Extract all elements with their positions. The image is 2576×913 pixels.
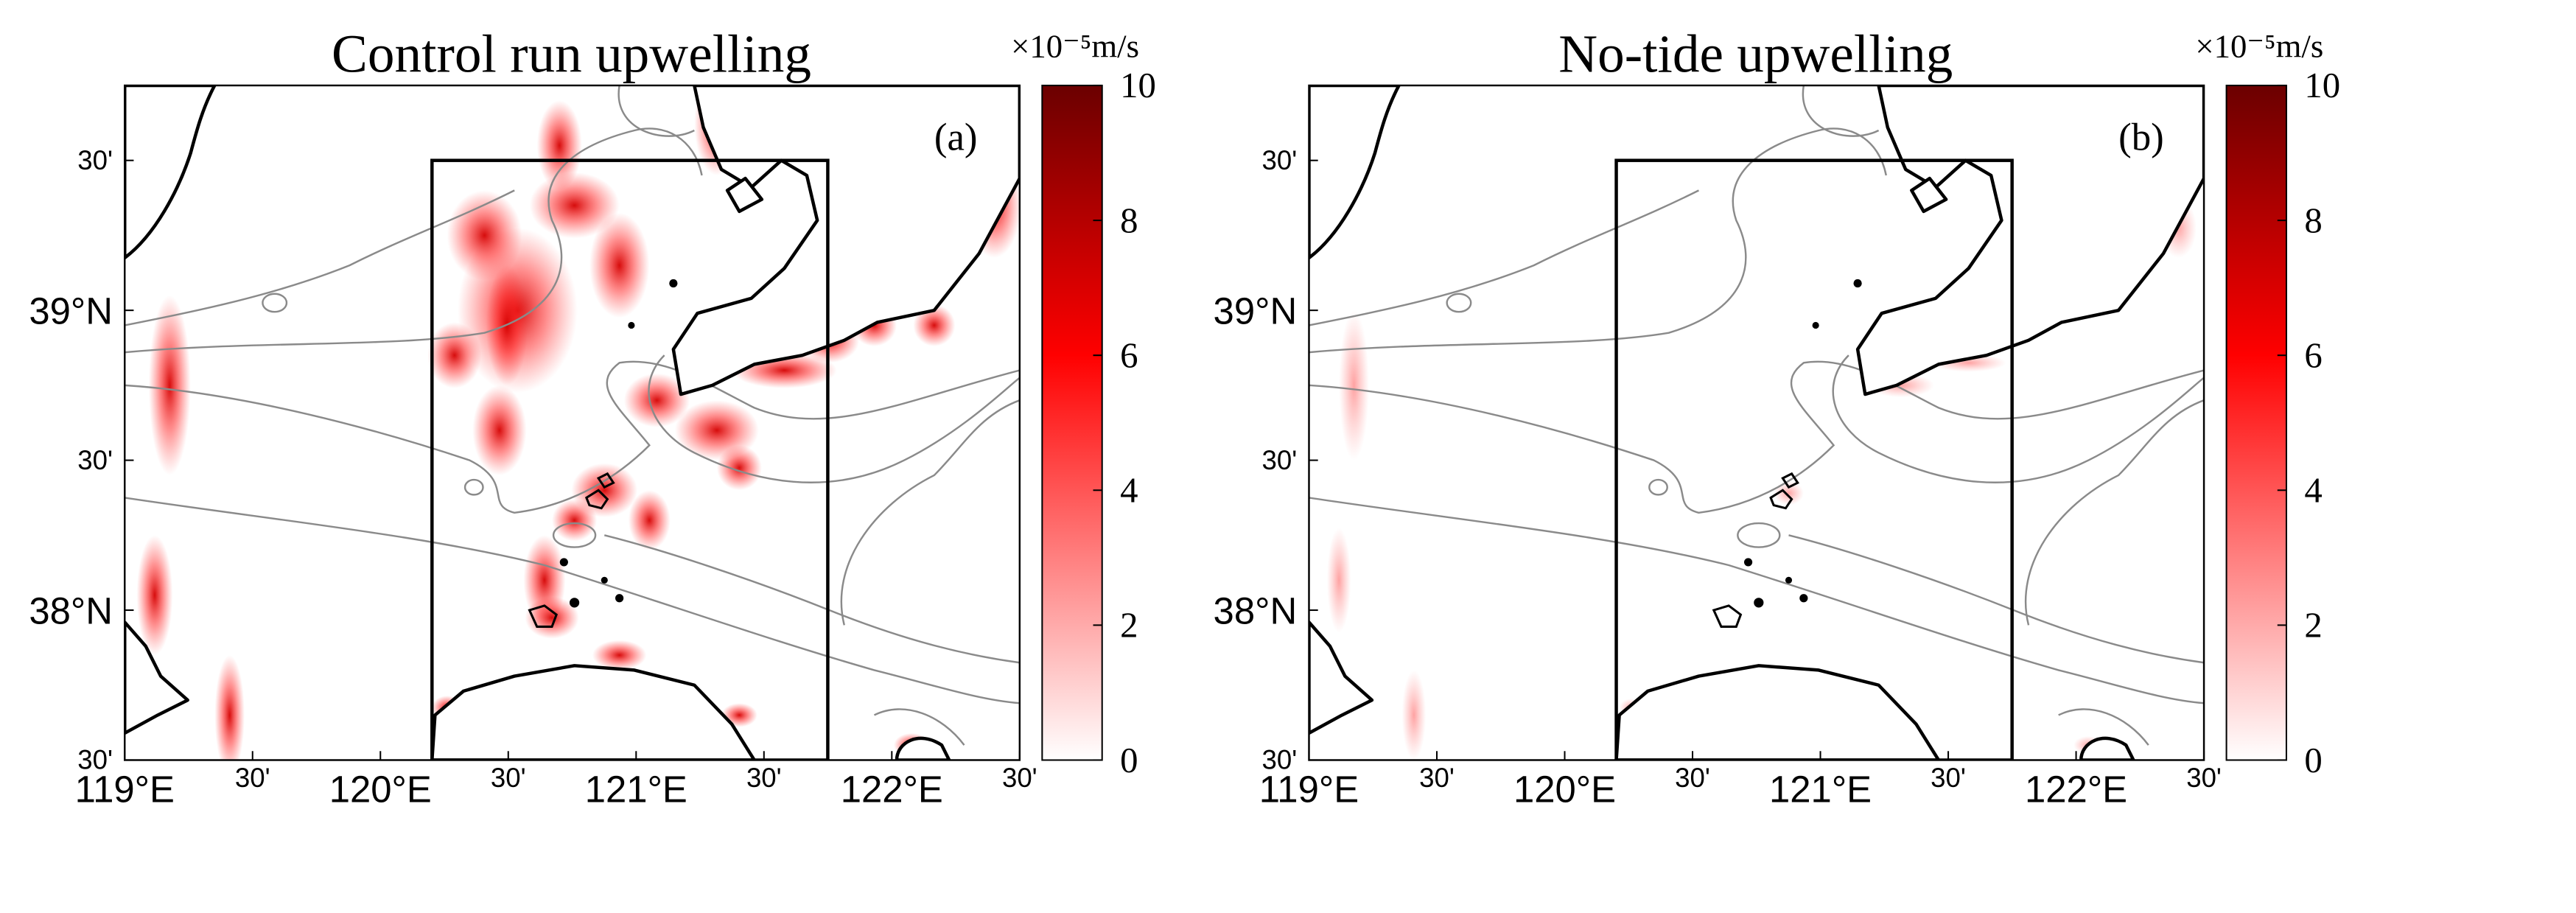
colorbar-tick-label: 2 [2304,605,2322,646]
x-tick-label: 119°E [1259,768,1359,810]
x-tick-label: 121°E [1769,768,1872,810]
upwelling-patch [214,655,245,760]
study-box [430,158,830,760]
colorbar [1041,84,1103,761]
upwelling-patch [674,400,759,461]
y-tick-label: 30' [77,445,113,475]
panel-label: (a) [934,116,978,158]
y-tick-label: 38°N [1214,590,1298,632]
colorbar-tick-label: 8 [1120,200,1138,240]
y-tick-label: 30' [1261,445,1297,475]
panel-title: Control run upwelling [332,24,811,84]
y-tick-label: 30' [1261,745,1297,775]
colorbar-tick-label: 2 [1120,605,1138,646]
x-tick-label: 120°E [1513,768,1616,810]
map-frame [1308,84,2205,761]
map-frame [124,84,1021,761]
y-tick-label: 39°N [29,290,113,332]
upwelling-patch [472,385,527,475]
x-tick-label: 30' [1675,763,1710,793]
upwelling-patch [592,640,647,671]
upwelling-patch [552,499,598,542]
colorbar-tick-label: 6 [1120,335,1138,375]
x-tick-label: 121°E [585,768,687,810]
x-tick-label: 119°E [75,768,175,810]
upwelling-patch [1326,528,1351,633]
colorbar-tick-label: 10 [1120,65,1156,105]
colorbar-tick-label: 4 [2304,470,2322,511]
x-tick-label: 30' [235,763,270,793]
upwelling-patch [716,445,762,491]
panel-label: (b) [2118,116,2164,158]
map-area [1309,85,2204,760]
x-tick-label: 30' [746,763,782,793]
x-tick-label: 30' [1419,763,1455,793]
upwelling-patch [136,535,173,656]
colorbar-tick-label: 6 [2304,335,2322,375]
y-tick-label: 30' [1261,145,1297,175]
colorbar-tick-label: 4 [1120,470,1138,511]
upwelling-patch [1774,481,1804,506]
x-tick-label: 122°E [2025,768,2127,810]
upwelling-patch [148,295,191,475]
colorbar-tick-label: 10 [2304,65,2340,105]
colorbar-tick-label: 8 [2304,200,2322,240]
y-tick-label: 30' [77,145,113,175]
upwelling-patch [1339,310,1369,461]
x-tick-label: 122°E [841,768,943,810]
upwelling-patch [1401,670,1427,760]
x-tick-label: 30' [1931,763,1966,793]
colorbar-tick-label: 0 [2304,740,2322,780]
upwelling-patch [536,100,582,191]
y-tick-label: 30' [77,745,113,775]
upwelling-patch [913,304,956,346]
map-panel: Control run upwelling(a)119°E 30' 120°E 30'… [29,24,1156,811]
colorbar [2225,84,2287,761]
y-tick-label: 38°N [29,590,113,632]
map-area [125,85,1020,760]
map-panel: No-tide upwelling(b)119°E 30' 120°E 30' 121°… [1214,24,2341,811]
colorbar-unit: ×10⁻⁵m/s [1011,27,1139,64]
colorbar-unit: ×10⁻⁵m/s [2195,27,2323,64]
upwelling-patch [589,212,650,318]
upwelling-patch [427,322,482,388]
y-tick-label: 39°N [1214,290,1298,332]
x-tick-label: 30' [2186,763,2222,793]
upwelling-patch [628,490,671,550]
panel-title: No-tide upwelling [1558,24,1953,84]
x-tick-label: 30' [1002,763,1037,793]
x-tick-label: 120°E [329,768,432,810]
study-box [1614,158,2014,760]
colorbar-tick-label: 0 [1120,740,1138,780]
upwelling-patch [623,373,690,427]
x-tick-label: 30' [491,763,526,793]
